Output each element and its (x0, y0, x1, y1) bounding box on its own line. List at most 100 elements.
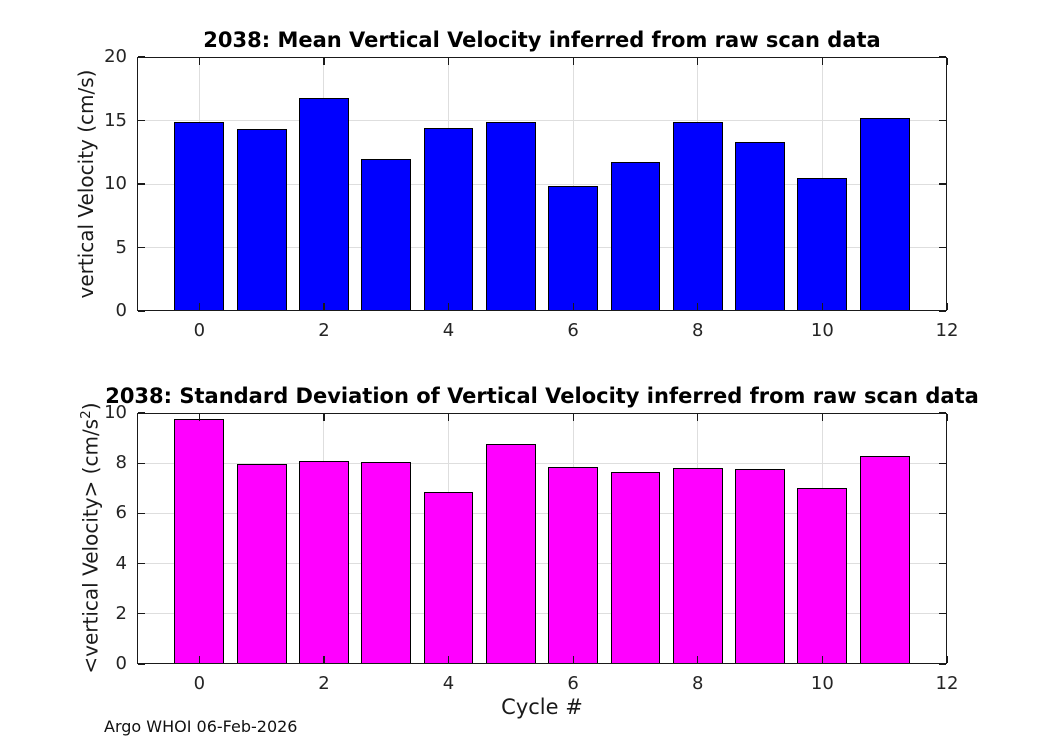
bar-cycle-9 (735, 469, 785, 664)
y-tick (138, 562, 145, 565)
x-tick (447, 656, 450, 663)
x-tick (198, 303, 200, 310)
y-tick (939, 119, 946, 122)
y-tick-label: 8 (115, 452, 127, 474)
y-tick (138, 462, 145, 464)
y-tick (939, 412, 946, 414)
y-gridline (137, 183, 947, 185)
x-tick-label: 6 (567, 673, 579, 694)
y-gridline (137, 563, 947, 565)
y-tick-label: 4 (115, 552, 127, 574)
y-tick (939, 562, 946, 565)
y-tick (939, 663, 946, 665)
y-tick (939, 613, 946, 615)
bar-cycle-7 (610, 161, 661, 311)
x-tick (697, 303, 699, 310)
x-tick (946, 414, 948, 421)
x-tick (572, 303, 574, 310)
bar-cycle-0 (174, 122, 225, 311)
bar-cycle-0 (174, 419, 225, 664)
x-tick-label: 4 (442, 320, 455, 341)
x-tick (572, 414, 574, 421)
y-tick (939, 246, 946, 249)
x-tick (323, 58, 325, 65)
x-tick (821, 656, 824, 663)
y-gridline (137, 247, 947, 248)
x-tick-label: 2 (318, 673, 330, 694)
x-tick (821, 303, 824, 310)
x-tick-label: 4 (442, 673, 455, 694)
x-tick (447, 414, 450, 421)
y-tick (138, 412, 145, 414)
y-tick-label: 10 (104, 173, 127, 194)
x-tick (946, 656, 948, 663)
x-tick-label: 2 (318, 320, 330, 341)
y-tick (138, 613, 145, 615)
y-tick-label: 10 (104, 402, 127, 423)
x-tick (323, 303, 325, 310)
bar-cycle-1 (236, 128, 287, 311)
x-tick-label: 8 (692, 320, 704, 341)
bar-cycle-9 (735, 142, 785, 311)
bar-cycle-3 (361, 461, 412, 664)
bar-cycle-1 (236, 464, 287, 664)
y-tick-label: 6 (115, 502, 127, 524)
x-tick (572, 656, 574, 663)
chart-title: 2038: Standard Deviation of Vertical Vel… (105, 384, 979, 408)
bar-cycle-4 (423, 128, 474, 311)
bar-cycle-5 (485, 122, 536, 311)
bar-cycle-5 (485, 444, 536, 664)
y-tick-label: 0 (115, 300, 127, 321)
x-tick-label: 10 (810, 320, 834, 341)
y-tick (138, 663, 145, 665)
y-tick (138, 512, 145, 515)
y-gridline (137, 512, 947, 514)
bar-cycle-11 (859, 117, 910, 311)
x-tick (946, 303, 948, 310)
x-tick (946, 58, 948, 65)
y-tick (138, 56, 145, 58)
bar-cycle-2 (299, 97, 349, 311)
plot-area: 0 2 4 6 8 10 12 0 5 10 15 20 (104, 46, 958, 341)
x-tick (447, 303, 450, 310)
y-tick-label: 15 (104, 109, 127, 131)
y-axis-label: vertical Velocity (cm/s) (72, 14, 100, 354)
y-axis-label-part: vertical Velocity (cm/s) (74, 69, 98, 299)
x-axis-label: Cycle # (501, 695, 583, 719)
bar-cycle-8 (672, 468, 723, 664)
bar-cycle-4 (423, 492, 474, 664)
y-axis-label-part: <vertical Velocity> (cm/s (78, 418, 103, 674)
y-axis-label-part: 2 (78, 410, 94, 419)
chart-title: 2038: Mean Vertical Velocity inferred fr… (203, 28, 881, 52)
x-tick-label: 12 (935, 320, 959, 341)
y-tick (138, 246, 145, 249)
footer-timestamp: Argo WHOI 06-Feb-2026 (104, 717, 298, 736)
x-tick-label: 6 (567, 320, 579, 341)
x-tick (447, 58, 450, 65)
x-tick-label: 10 (810, 673, 834, 694)
x-tick (697, 58, 699, 65)
y-tick (939, 512, 946, 515)
y-tick (939, 310, 946, 312)
bar-cycle-3 (361, 159, 412, 311)
x-tick (323, 414, 325, 421)
bar-cycle-7 (610, 471, 661, 664)
y-gridline (137, 120, 947, 121)
bar-cycle-10 (797, 178, 848, 311)
y-axis-label: <vertical Velocity> (cm/s2) (72, 368, 103, 708)
x-tick-label: 8 (692, 673, 704, 694)
bar-cycle-2 (299, 460, 349, 664)
x-tick (697, 414, 699, 421)
y-tick-label: 20 (104, 46, 127, 67)
x-tick-label: 0 (193, 320, 206, 341)
bar-cycle-6 (548, 466, 599, 664)
y-tick (939, 56, 946, 58)
x-tick (323, 656, 325, 663)
x-tick (572, 58, 574, 65)
y-tick-label: 5 (115, 236, 127, 258)
bar-cycle-6 (548, 185, 599, 311)
x-tick (821, 58, 824, 65)
